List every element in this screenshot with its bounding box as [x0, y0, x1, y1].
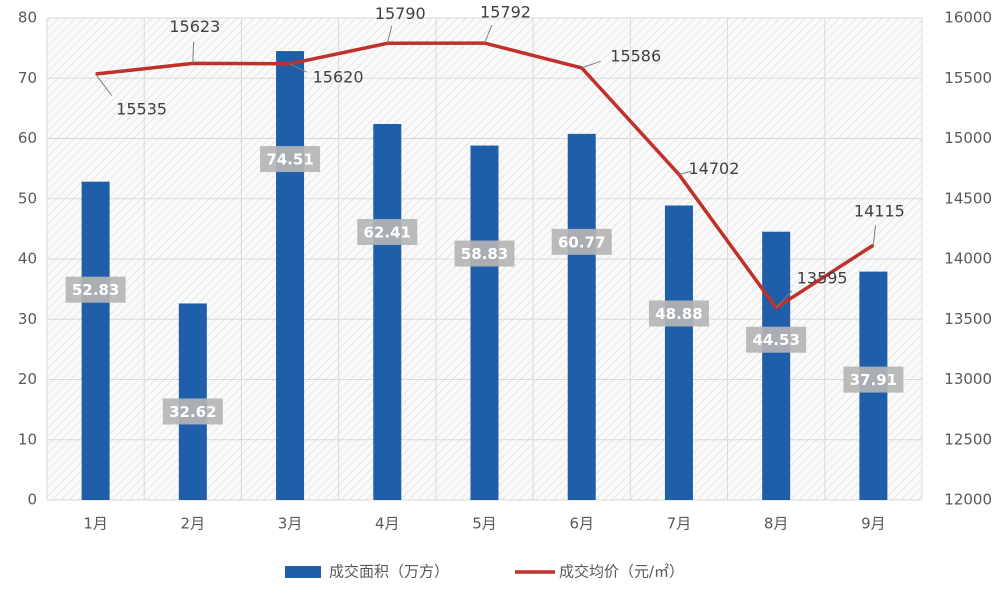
value-label: 60.77 — [558, 233, 605, 251]
y-tick-label: 70 — [18, 69, 37, 87]
y-tick-label: 80 — [18, 9, 37, 27]
y2-tick-label: 16000 — [944, 9, 992, 27]
bar — [373, 123, 402, 501]
line-label: 13595 — [797, 268, 848, 287]
bar — [276, 51, 305, 501]
line-label: 15790 — [375, 4, 426, 23]
y2-tick-label: 15000 — [944, 129, 992, 147]
y2-tick-label: 13000 — [944, 370, 992, 388]
value-label: 58.83 — [461, 245, 508, 263]
value-label-box — [65, 276, 126, 303]
y2-tick-label: 13500 — [944, 310, 992, 328]
value-label: 37.91 — [850, 371, 897, 389]
leader-line — [95, 73, 113, 96]
value-label-box — [260, 146, 321, 173]
value-label-box — [162, 398, 223, 425]
x-tick-label: 6月 — [569, 515, 594, 533]
y-tick-label: 50 — [18, 189, 37, 207]
legend-label: 成交面积（万方） — [329, 563, 449, 581]
value-label: 44.53 — [752, 331, 799, 349]
y-tick-label: 10 — [18, 430, 37, 448]
legend-label: 成交均价（元/㎡） — [559, 563, 684, 581]
bar — [762, 231, 791, 500]
value-label: 74.51 — [266, 151, 313, 169]
leader-line — [386, 25, 393, 44]
x-tick-label: 4月 — [375, 515, 400, 533]
y2-tick-label: 14500 — [944, 189, 992, 207]
value-label-box — [551, 228, 612, 255]
y2-tick-label: 14000 — [944, 250, 992, 268]
y-tick-label: 60 — [18, 129, 37, 147]
value-label: 32.62 — [169, 403, 216, 421]
bar — [81, 181, 110, 500]
y-tick-label: 20 — [18, 370, 37, 388]
x-tick-label: 5月 — [472, 515, 497, 533]
line-label: 15792 — [480, 3, 531, 22]
leader-line — [192, 41, 195, 64]
x-tick-label: 9月 — [861, 515, 886, 533]
y-tick-label: 40 — [18, 250, 37, 268]
leader-line — [775, 290, 793, 309]
x-tick-label: 2月 — [181, 515, 206, 533]
value-label-box — [746, 326, 807, 353]
leader-line — [289, 63, 308, 73]
x-tick-label: 8月 — [764, 515, 789, 533]
value-label: 52.83 — [72, 281, 119, 299]
leader-line — [484, 24, 493, 44]
line-label: 14115 — [854, 202, 905, 221]
leader-line — [581, 60, 601, 69]
y2-tick-label: 15500 — [944, 69, 992, 87]
value-label-box — [648, 300, 709, 327]
bar — [470, 145, 499, 500]
x-tick-label: 1月 — [83, 515, 108, 533]
leader-line — [678, 170, 692, 175]
line-label: 15623 — [169, 17, 220, 36]
line-label: 14702 — [688, 159, 739, 178]
leader-line — [872, 225, 876, 246]
line-label: 15586 — [610, 46, 661, 65]
value-label-box — [454, 240, 515, 267]
value-label-box — [843, 366, 904, 393]
y-tick-label: 30 — [18, 310, 37, 328]
legend-swatch — [285, 566, 321, 578]
y2-tick-label: 12500 — [944, 430, 992, 448]
line-label: 15535 — [116, 100, 167, 119]
y-tick-label: 0 — [27, 491, 37, 509]
value-label: 48.88 — [655, 305, 702, 323]
line-label: 15620 — [313, 67, 364, 86]
y2-tick-label: 12000 — [944, 491, 992, 509]
bar — [664, 205, 693, 501]
value-label-box — [357, 218, 418, 245]
x-tick-label: 3月 — [278, 515, 303, 533]
value-label: 62.41 — [364, 223, 411, 241]
bar — [567, 133, 596, 500]
x-tick-label: 7月 — [667, 515, 692, 533]
